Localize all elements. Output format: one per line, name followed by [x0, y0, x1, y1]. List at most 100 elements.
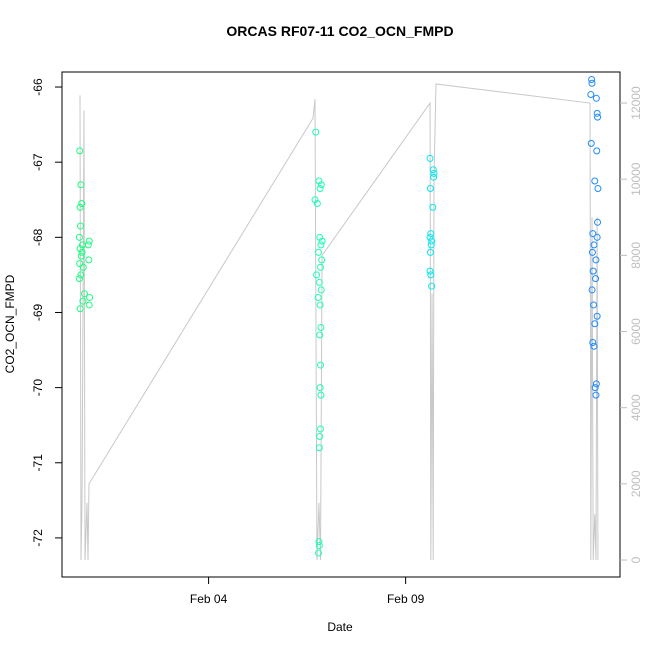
- point: [429, 203, 437, 211]
- point: [76, 305, 84, 313]
- point: [77, 252, 85, 260]
- y2-tick-label: 0: [629, 556, 643, 563]
- point: [593, 109, 601, 117]
- point: [594, 113, 602, 121]
- point: [80, 290, 88, 298]
- point: [86, 293, 94, 301]
- point: [426, 154, 434, 162]
- point: [315, 549, 323, 557]
- point: [313, 271, 321, 279]
- point: [594, 218, 602, 226]
- point: [76, 260, 84, 268]
- point: [589, 267, 597, 275]
- point: [317, 241, 325, 249]
- y-tick-label: -68: [31, 228, 45, 246]
- y2-tick-label: 4000: [629, 394, 643, 421]
- point: [426, 267, 434, 275]
- point: [316, 233, 324, 241]
- point: [593, 312, 601, 320]
- point: [85, 301, 93, 309]
- point: [77, 271, 85, 279]
- point: [592, 275, 600, 283]
- point: [428, 282, 436, 290]
- point: [312, 128, 320, 136]
- point: [587, 91, 595, 99]
- point: [427, 241, 435, 249]
- point: [592, 94, 600, 102]
- point: [588, 286, 596, 294]
- point: [426, 233, 434, 241]
- y-tick-label: -70: [31, 379, 45, 397]
- point: [311, 196, 319, 204]
- point: [591, 384, 599, 392]
- point: [77, 181, 85, 189]
- point: [317, 286, 325, 294]
- point: [592, 256, 600, 264]
- x-tick-label: Feb 04: [190, 592, 228, 606]
- point: [587, 139, 595, 147]
- point: [317, 361, 325, 369]
- point: [85, 256, 93, 264]
- y-tick-label: -72: [31, 529, 45, 547]
- point: [317, 324, 325, 332]
- point: [318, 256, 326, 264]
- point: [427, 230, 435, 238]
- point: [590, 241, 598, 249]
- y-tick-label: -71: [31, 454, 45, 472]
- point: [85, 237, 93, 245]
- point: [77, 222, 85, 230]
- x-tick-label: Feb 09: [387, 592, 425, 606]
- point: [84, 241, 92, 249]
- point: [430, 169, 438, 177]
- point: [589, 339, 597, 347]
- point: [429, 166, 437, 174]
- plot-frame: [61, 71, 621, 578]
- point: [315, 538, 323, 546]
- point: [590, 342, 598, 350]
- point: [315, 248, 323, 256]
- point: [428, 237, 436, 245]
- point: [588, 79, 596, 87]
- point: [588, 248, 596, 256]
- line: [79, 83, 599, 561]
- point: [314, 293, 322, 301]
- point: [592, 391, 600, 399]
- y2-tick-label: 8000: [629, 242, 643, 269]
- point: [594, 184, 602, 192]
- point: [317, 425, 325, 433]
- point: [316, 184, 324, 192]
- chart-title: ORCAS RF07-11 CO2_OCN_FMPD: [226, 23, 453, 39]
- y2-tick-label: 12000: [629, 86, 643, 120]
- point: [316, 331, 324, 339]
- point: [426, 248, 434, 256]
- point: [593, 147, 601, 155]
- point: [593, 233, 601, 241]
- point: [75, 275, 83, 283]
- point: [591, 320, 599, 328]
- y-tick-label: -69: [31, 303, 45, 321]
- point: [589, 230, 597, 238]
- y-axis-label: CO2_OCN_FMPD: [3, 274, 17, 373]
- point: [76, 147, 84, 155]
- point: [315, 541, 323, 549]
- point: [79, 297, 87, 305]
- point: [590, 301, 598, 309]
- point: [430, 173, 438, 181]
- point: [315, 177, 323, 185]
- y-tick-label: -67: [31, 153, 45, 171]
- point: [78, 248, 86, 256]
- y2-tick-label: 6000: [629, 318, 643, 345]
- point: [316, 432, 324, 440]
- point: [315, 278, 323, 286]
- y2-tick-label: 2000: [629, 470, 643, 497]
- y2-tick-label: 10000: [629, 162, 643, 196]
- point: [313, 200, 321, 208]
- point: [316, 301, 324, 309]
- point: [592, 380, 600, 388]
- point: [76, 203, 84, 211]
- point: [588, 76, 596, 84]
- point: [76, 245, 84, 253]
- point: [315, 444, 323, 452]
- y-tick-label: -66: [31, 78, 45, 96]
